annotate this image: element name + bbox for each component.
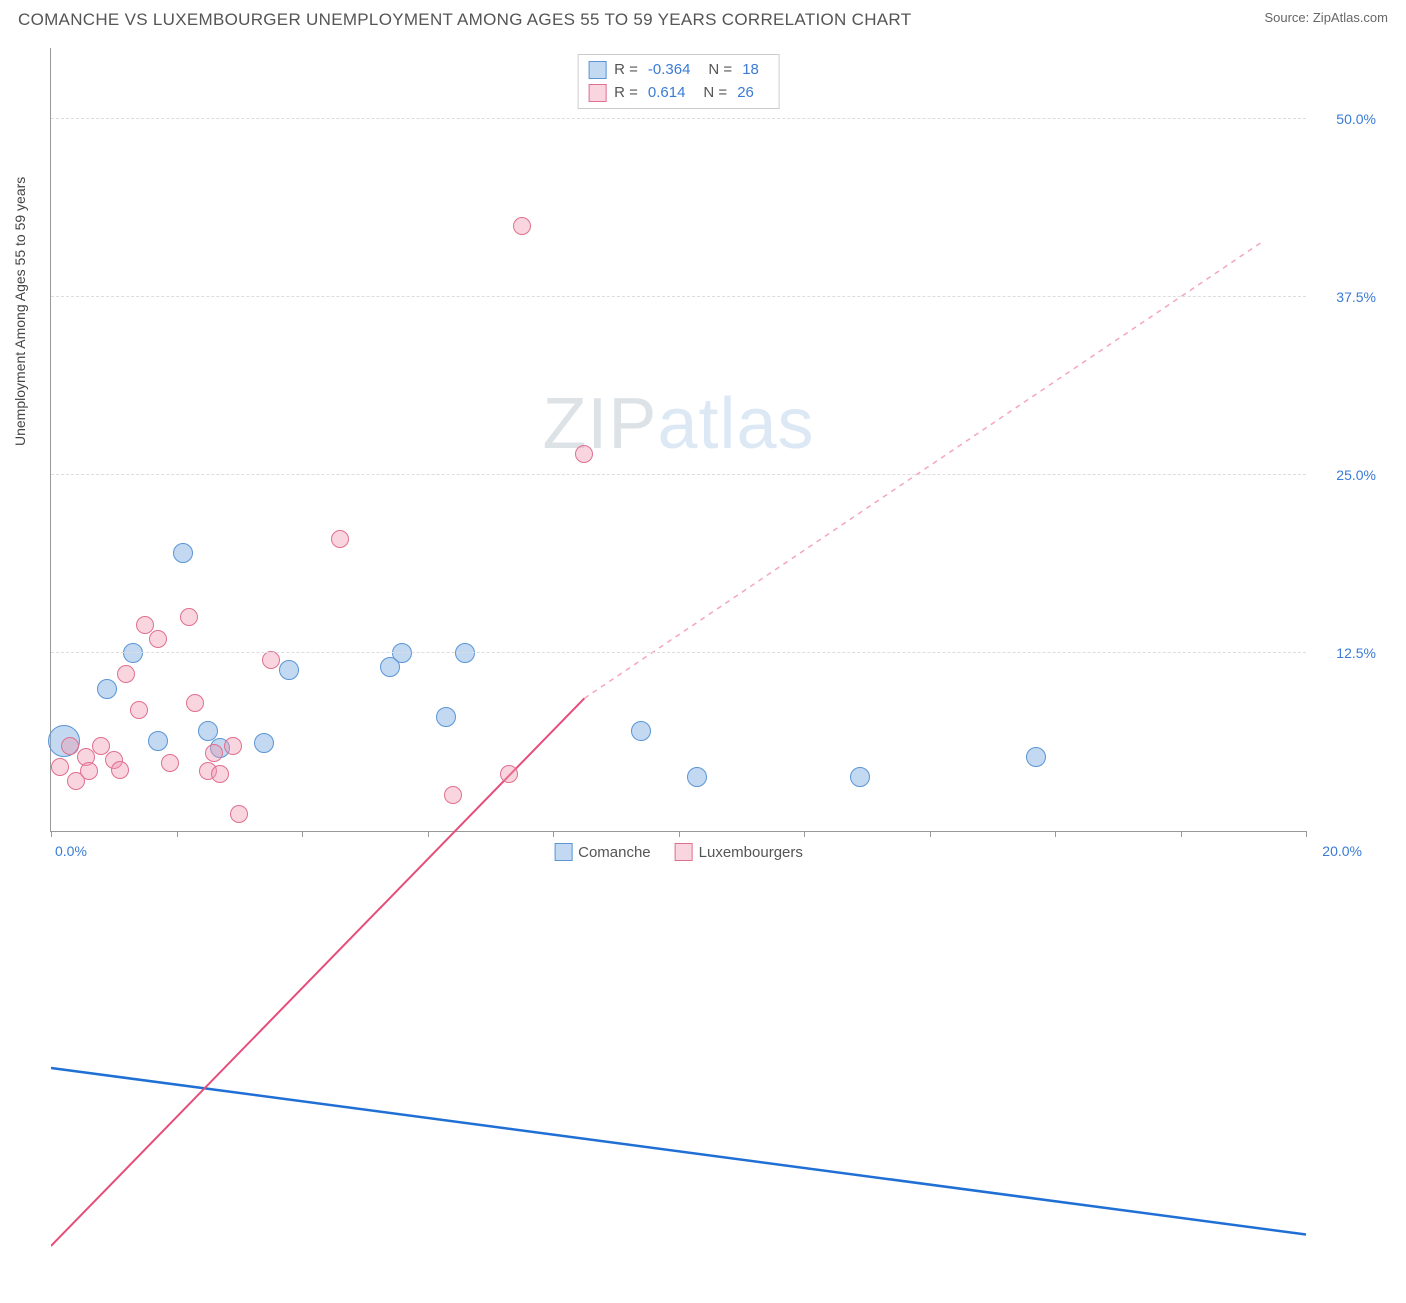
x-tick xyxy=(1306,831,1307,837)
data-point xyxy=(262,651,280,669)
x-tick xyxy=(428,831,429,837)
data-point xyxy=(97,679,117,699)
scatter-points xyxy=(51,48,1306,831)
data-point xyxy=(455,643,475,663)
data-point xyxy=(331,530,349,548)
chart-title: COMANCHE VS LUXEMBOURGER UNEMPLOYMENT AM… xyxy=(18,10,911,30)
data-point xyxy=(211,765,229,783)
swatch-comanche xyxy=(588,61,606,79)
chart-plot-area: ZIPatlas R = -0.364 N = 18 R = 0.614 N =… xyxy=(50,48,1306,832)
data-point xyxy=(687,767,707,787)
data-point xyxy=(575,445,593,463)
x-tick xyxy=(930,831,931,837)
series-legend: Comanche Luxembourgers xyxy=(554,843,803,861)
stats-row-luxembourgers: R = 0.614 N = 26 xyxy=(588,82,769,105)
data-point xyxy=(173,543,193,563)
source-prefix: Source: xyxy=(1264,10,1312,25)
legend-label-luxembourgers: Luxembourgers xyxy=(699,844,803,861)
data-point xyxy=(436,707,456,727)
y-tick-label: 37.5% xyxy=(1336,289,1376,305)
r-label: R = xyxy=(614,82,638,105)
data-point xyxy=(180,608,198,626)
x-tick xyxy=(679,831,680,837)
data-point xyxy=(392,643,412,663)
gridline xyxy=(51,296,1306,297)
x-max-label: 20.0% xyxy=(1322,843,1362,859)
y-tick-label: 12.5% xyxy=(1336,645,1376,661)
data-point xyxy=(111,761,129,779)
data-point xyxy=(254,733,274,753)
x-tick xyxy=(1181,831,1182,837)
legend-item-luxembourgers: Luxembourgers xyxy=(675,843,803,861)
data-point xyxy=(205,744,223,762)
gridline xyxy=(51,652,1306,653)
data-point xyxy=(123,643,143,663)
source-link[interactable]: ZipAtlas.com xyxy=(1313,10,1388,25)
data-point xyxy=(850,767,870,787)
data-point xyxy=(161,754,179,772)
x-tick xyxy=(1055,831,1056,837)
legend-label-comanche: Comanche xyxy=(578,844,651,861)
data-point xyxy=(230,805,248,823)
swatch-luxembourgers xyxy=(675,843,693,861)
data-point xyxy=(513,217,531,235)
data-point xyxy=(631,721,651,741)
n-value-comanche: 18 xyxy=(742,59,759,82)
x-tick xyxy=(553,831,554,837)
data-point xyxy=(130,701,148,719)
data-point xyxy=(61,737,79,755)
source-label: Source: ZipAtlas.com xyxy=(1264,10,1388,25)
stats-row-comanche: R = -0.364 N = 18 xyxy=(588,59,769,82)
data-point xyxy=(198,721,218,741)
data-point xyxy=(1026,747,1046,767)
y-tick-label: 50.0% xyxy=(1336,111,1376,127)
swatch-luxembourgers xyxy=(588,84,606,102)
y-axis-title: Unemployment Among Ages 55 to 59 years xyxy=(12,177,28,446)
data-point xyxy=(224,737,242,755)
r-label: R = xyxy=(614,59,638,82)
r-value-luxembourgers: 0.614 xyxy=(648,82,686,105)
data-point xyxy=(279,660,299,680)
data-point xyxy=(117,665,135,683)
data-point xyxy=(51,758,69,776)
stats-legend: R = -0.364 N = 18 R = 0.614 N = 26 xyxy=(577,54,780,109)
data-point xyxy=(80,762,98,780)
gridline xyxy=(51,474,1306,475)
n-label: N = xyxy=(703,82,727,105)
n-value-luxembourgers: 26 xyxy=(737,82,754,105)
legend-item-comanche: Comanche xyxy=(554,843,651,861)
data-point xyxy=(186,694,204,712)
x-tick xyxy=(302,831,303,837)
y-tick-label: 25.0% xyxy=(1336,467,1376,483)
data-point xyxy=(149,630,167,648)
n-label: N = xyxy=(708,59,732,82)
data-point xyxy=(500,765,518,783)
data-point xyxy=(148,731,168,751)
swatch-comanche xyxy=(554,843,572,861)
r-value-comanche: -0.364 xyxy=(648,59,691,82)
gridline xyxy=(51,118,1306,119)
x-tick xyxy=(177,831,178,837)
x-min-label: 0.0% xyxy=(55,843,87,859)
data-point xyxy=(444,786,462,804)
x-tick xyxy=(804,831,805,837)
x-tick xyxy=(51,831,52,837)
